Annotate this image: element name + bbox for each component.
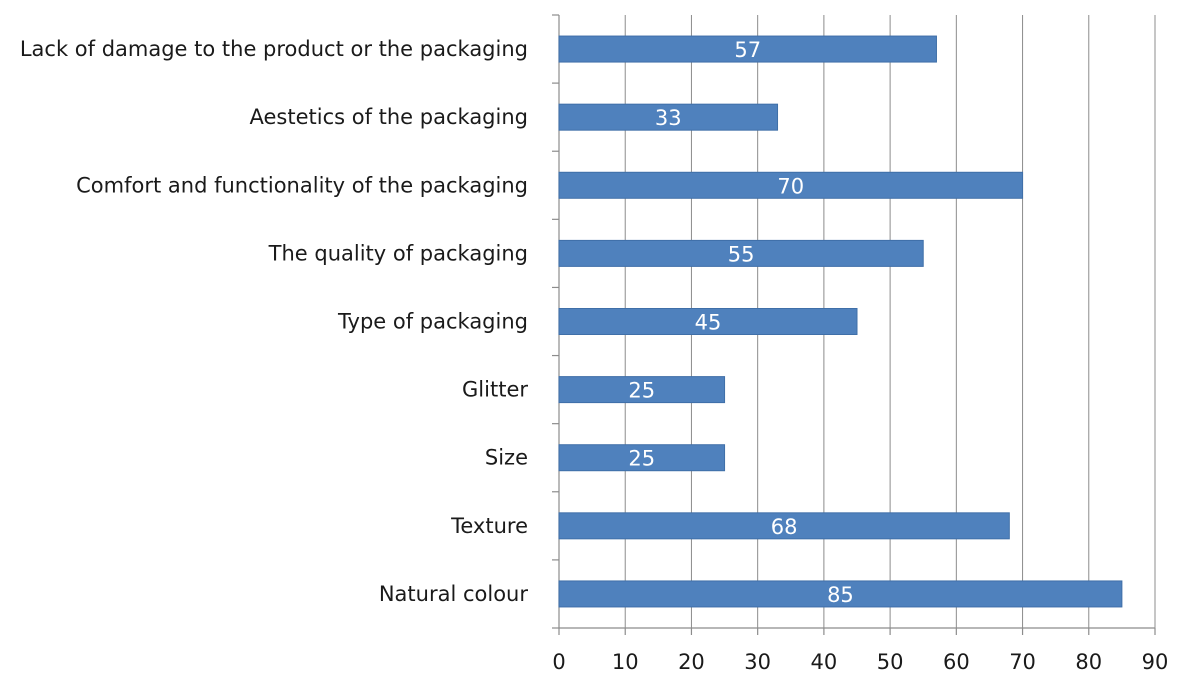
x-tick-label: 80 bbox=[1075, 650, 1102, 674]
x-tick-label: 70 bbox=[1009, 650, 1036, 674]
data-label: 57 bbox=[734, 38, 761, 62]
x-tick-label: 20 bbox=[678, 650, 705, 674]
bar bbox=[558, 103, 779, 131]
bar bbox=[558, 171, 1024, 199]
data-label: 25 bbox=[628, 447, 655, 471]
data-label: 55 bbox=[728, 242, 755, 266]
bar bbox=[558, 512, 1010, 540]
category-label: Glitter bbox=[462, 378, 528, 402]
category-label: Natural colour bbox=[379, 582, 529, 606]
bar bbox=[558, 376, 726, 404]
data-label: 68 bbox=[771, 515, 798, 539]
labels: 0 10 20 30 40 50 60 70 80 90 Lack of damage to the… bbox=[20, 37, 1169, 674]
x-tick-label: 90 bbox=[1142, 650, 1169, 674]
bar bbox=[558, 580, 1123, 608]
category-label: Aestetics of the packaging bbox=[249, 105, 528, 129]
x-tick-label: 0 bbox=[552, 650, 565, 674]
bar bbox=[558, 308, 858, 335]
data-label: 85 bbox=[827, 583, 854, 607]
category-label: Type of packaging bbox=[337, 310, 528, 334]
category-label: Texture bbox=[450, 514, 528, 538]
bar bbox=[558, 239, 924, 267]
x-tick-label: 10 bbox=[612, 650, 639, 674]
data-label: 33 bbox=[655, 106, 682, 130]
category-label: The quality of packaging bbox=[268, 241, 528, 265]
category-label: Lack of damage to the product or the pac… bbox=[20, 37, 528, 61]
category-label: Size bbox=[485, 446, 528, 470]
x-tick-label: 30 bbox=[744, 650, 771, 674]
data-label: 45 bbox=[695, 311, 722, 335]
x-tick-label: 50 bbox=[877, 650, 904, 674]
x-tick-label: 40 bbox=[811, 650, 838, 674]
x-tick-label: 60 bbox=[943, 650, 970, 674]
bar bbox=[558, 444, 726, 472]
data-label: 70 bbox=[777, 174, 804, 198]
bar bbox=[558, 35, 937, 63]
data-label: 25 bbox=[628, 379, 655, 403]
bars bbox=[558, 35, 1123, 608]
category-label: Comfort and functionality of the packagi… bbox=[76, 173, 528, 197]
